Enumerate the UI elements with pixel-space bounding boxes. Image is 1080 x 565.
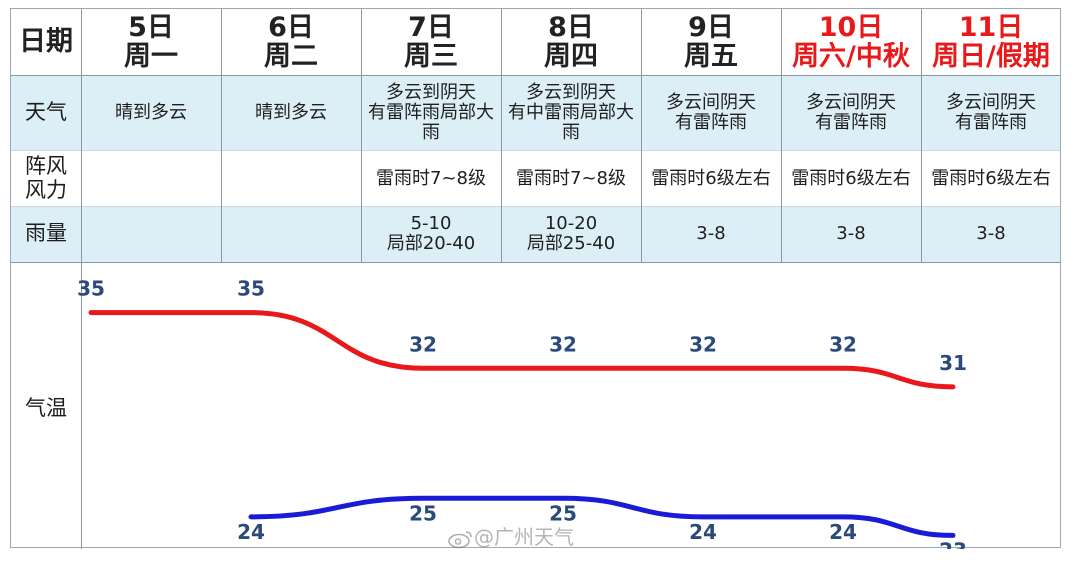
weekday-header: 周四	[544, 42, 598, 72]
watermark: @广州天气	[448, 521, 574, 550]
weather-cell: 多云间阴天 有雷阵雨	[666, 92, 756, 133]
weather-cell: 多云到阴天 有雷阵雨局部大 雨	[368, 82, 494, 143]
high-temp-label: 32	[689, 332, 717, 356]
wind-row-label: 阵风 风力	[25, 154, 67, 202]
high-temp-label: 32	[409, 332, 437, 356]
date-header: 10日	[818, 12, 884, 43]
date-header: 7日	[408, 12, 454, 43]
high-temp-label: 35	[237, 277, 265, 301]
col-divider	[81, 9, 82, 549]
high-temp-label: 35	[77, 277, 105, 301]
high-temp-line	[88, 310, 956, 390]
divider-weather	[11, 150, 1060, 151]
rain-cell: 3-8	[836, 223, 866, 245]
high-temp-label: 32	[549, 332, 577, 356]
weekday-header: 周五	[684, 42, 738, 72]
date-header: 9日	[688, 12, 734, 43]
forecast-table: 日期 天气 阵风 风力 雨量 气温 5日 周一晴到多云 6日 周二晴到多云 7日 周三多云…	[10, 8, 1061, 549]
low-temp-line	[248, 495, 956, 538]
wind-cell: 雷雨时7~8级	[376, 167, 486, 189]
temperature-chart: 35 35 32 32 32 32 31 24 25 25 24 24 23	[77, 277, 967, 549]
weather-cell: 晴到多云	[115, 102, 187, 124]
wind-cell: 雷雨时6级左右	[791, 167, 911, 189]
divider-header	[11, 75, 1060, 76]
rain-cell: 3-8	[976, 223, 1006, 245]
weather-cell: 多云间阴天 有雷阵雨	[946, 92, 1036, 133]
low-temp-label: 24	[829, 520, 857, 544]
low-temp-label: 23	[939, 538, 967, 549]
col-divider	[361, 9, 362, 262]
weather-cell: 晴到多云	[255, 102, 327, 124]
low-temp-label: 25	[409, 501, 437, 525]
col-divider	[641, 9, 642, 262]
rain-cell: 3-8	[696, 223, 726, 245]
weekday-header: 周三	[404, 42, 458, 72]
weibo-icon	[448, 529, 474, 549]
weekday-header: 周六/中秋	[792, 42, 910, 72]
wind-cell: 雷雨时7~8级	[516, 167, 626, 189]
col-divider	[921, 9, 922, 262]
low-temp-label: 25	[549, 501, 577, 525]
wind-cell: 雷雨时6级左右	[651, 167, 771, 189]
temp-row-label: 气温	[25, 396, 67, 421]
weekday-header: 周日/假期	[932, 42, 1050, 72]
rain-cell: 10-20 局部25-40	[526, 213, 616, 254]
weather-cell: 多云到阴天 有中雷雨局部大 雨	[508, 82, 634, 143]
low-temp-label: 24	[689, 520, 717, 544]
rain-row-band	[11, 206, 1060, 262]
date-header: 6日	[268, 12, 314, 43]
divider-wind	[11, 206, 1060, 207]
col-divider	[501, 9, 502, 262]
date-header: 5日	[128, 12, 174, 43]
col-divider	[221, 9, 222, 262]
high-temp-label: 32	[829, 332, 857, 356]
weekday-header: 周一	[124, 42, 178, 72]
weather-cell: 多云间阴天 有雷阵雨	[806, 92, 896, 133]
date-header-label: 日期	[19, 26, 73, 58]
weather-row-band	[11, 76, 1060, 150]
date-header: 11日	[958, 12, 1024, 43]
date-header: 8日	[548, 12, 594, 43]
weather-row-label: 天气	[25, 100, 67, 125]
high-temp-label: 31	[939, 351, 967, 375]
divider-rain	[11, 262, 1060, 263]
wind-cell: 雷雨时6级左右	[931, 167, 1051, 189]
col-divider	[781, 9, 782, 262]
weekday-header: 周二	[264, 42, 318, 72]
rain-row-label: 雨量	[25, 221, 67, 246]
rain-cell: 5-10 局部20-40	[386, 213, 476, 254]
watermark-text: @广州天气	[474, 525, 574, 549]
low-temp-label: 24	[237, 520, 265, 544]
